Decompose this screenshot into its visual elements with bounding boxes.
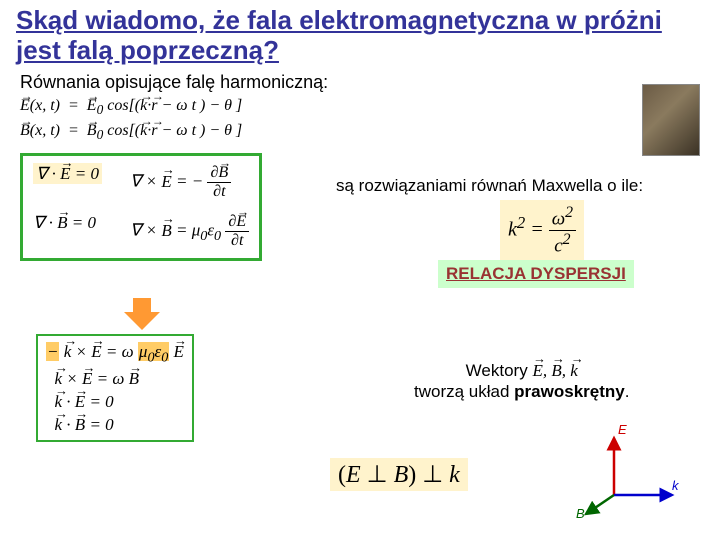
maxwell-grid: ∇ · E = 0 ∇ × E = − ∂B∂t ∇ · B = 0 ∇ × B… xyxy=(33,164,249,250)
slide-title: Skąd wiadomo, że fala elektromagnetyczna… xyxy=(0,0,720,66)
maxwell-portrait xyxy=(642,84,700,156)
maxwell-curlB: ∇ × B = μ0ε0 ∂E∂t xyxy=(130,213,249,250)
subtitle: Równania opisujące falę harmoniczną: xyxy=(0,66,720,93)
axes-diagram: E k B xyxy=(574,420,684,520)
axis-k-label: k xyxy=(672,478,680,493)
equation-B: B(x, t) = B0 cos[(k·r − ω t ) − θ ] xyxy=(0,122,720,143)
equation-E: EE(x, t) = E₀ cos[(k·r − ω t ) − θ ](x, … xyxy=(0,97,720,118)
perpendicular-relation: (E ⊥ B) ⊥ k xyxy=(330,458,468,491)
maxwell-divE: ∇ · E = 0 xyxy=(33,164,102,201)
dispersion-relation-eq: k2 = ω2c2 xyxy=(500,200,584,262)
kEB-row-4: k · B = 0 xyxy=(46,415,184,435)
axis-E-label: E xyxy=(618,422,627,437)
arrow-down-head-icon xyxy=(124,312,160,330)
maxwell-curlE: ∇ × E = − ∂B∂t xyxy=(130,164,249,201)
axis-B-label: B xyxy=(576,506,585,520)
dispersion-relation-label: RELACJA DYSPERSJI xyxy=(438,260,634,288)
vectors-note: Wektory E, B, k tworzą układ prawoskrętn… xyxy=(414,360,629,403)
k-cross-E-B-box: − k × E = ω μ0ε0 E k × E = ω B k · E = 0… xyxy=(36,334,194,442)
maxwell-divB: ∇ · B = 0 xyxy=(33,213,102,250)
maxwell-equations-box: ∇ · E = 0 ∇ × E = − ∂B∂t ∇ · B = 0 ∇ × B… xyxy=(20,153,262,261)
vectors-line2: tworzą układ prawoskrętny. xyxy=(414,382,629,401)
vectors-line1: Wektory E, B, k xyxy=(466,361,578,380)
note-solutions: są rozwiązaniami równań Maxwella o ile: xyxy=(336,176,643,196)
